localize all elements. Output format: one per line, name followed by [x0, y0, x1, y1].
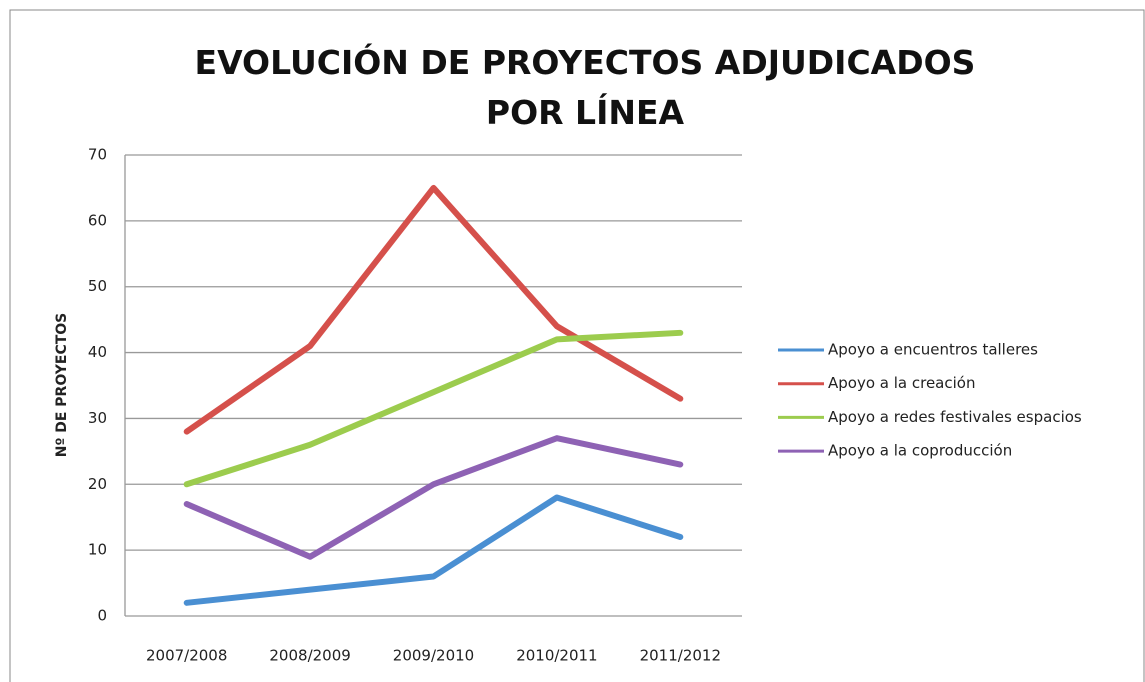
x-tick-label: 2010/2011 — [516, 647, 597, 665]
legend-label: Apoyo a redes festivales espacios — [828, 408, 1082, 426]
series-line — [183, 184, 684, 435]
y-tick-label: 70 — [88, 146, 107, 164]
y-tick-label: 10 — [88, 541, 107, 559]
legend-label: Apoyo a la creación — [828, 374, 975, 392]
chart-title: EVOLUCIÓN DE PROYECTOS ADJUDICADOS POR L… — [194, 43, 976, 132]
y-tick-label: 60 — [88, 211, 107, 229]
y-tick-label: 50 — [88, 277, 107, 295]
y-tick-label: 20 — [88, 475, 107, 493]
y-axis-label: Nº DE PROYECTOS — [54, 313, 70, 458]
y-tick-label: 0 — [97, 607, 107, 625]
x-tick-label: 2009/2010 — [393, 647, 474, 665]
series-line — [183, 329, 684, 488]
y-tick-label: 30 — [88, 409, 107, 427]
series-line — [183, 435, 684, 560]
x-tick-label: 2007/2008 — [146, 647, 227, 665]
x-tick-label: 2011/2012 — [640, 647, 721, 665]
chart-frame — [9, 9, 1145, 682]
x-tick-label: 2008/2009 — [269, 647, 350, 665]
legend-label: Apoyo a la coproducción — [828, 442, 1012, 460]
series-line — [183, 494, 684, 606]
y-tick-label: 40 — [88, 343, 107, 361]
legend-label: Apoyo a encuentros talleres — [828, 341, 1038, 359]
